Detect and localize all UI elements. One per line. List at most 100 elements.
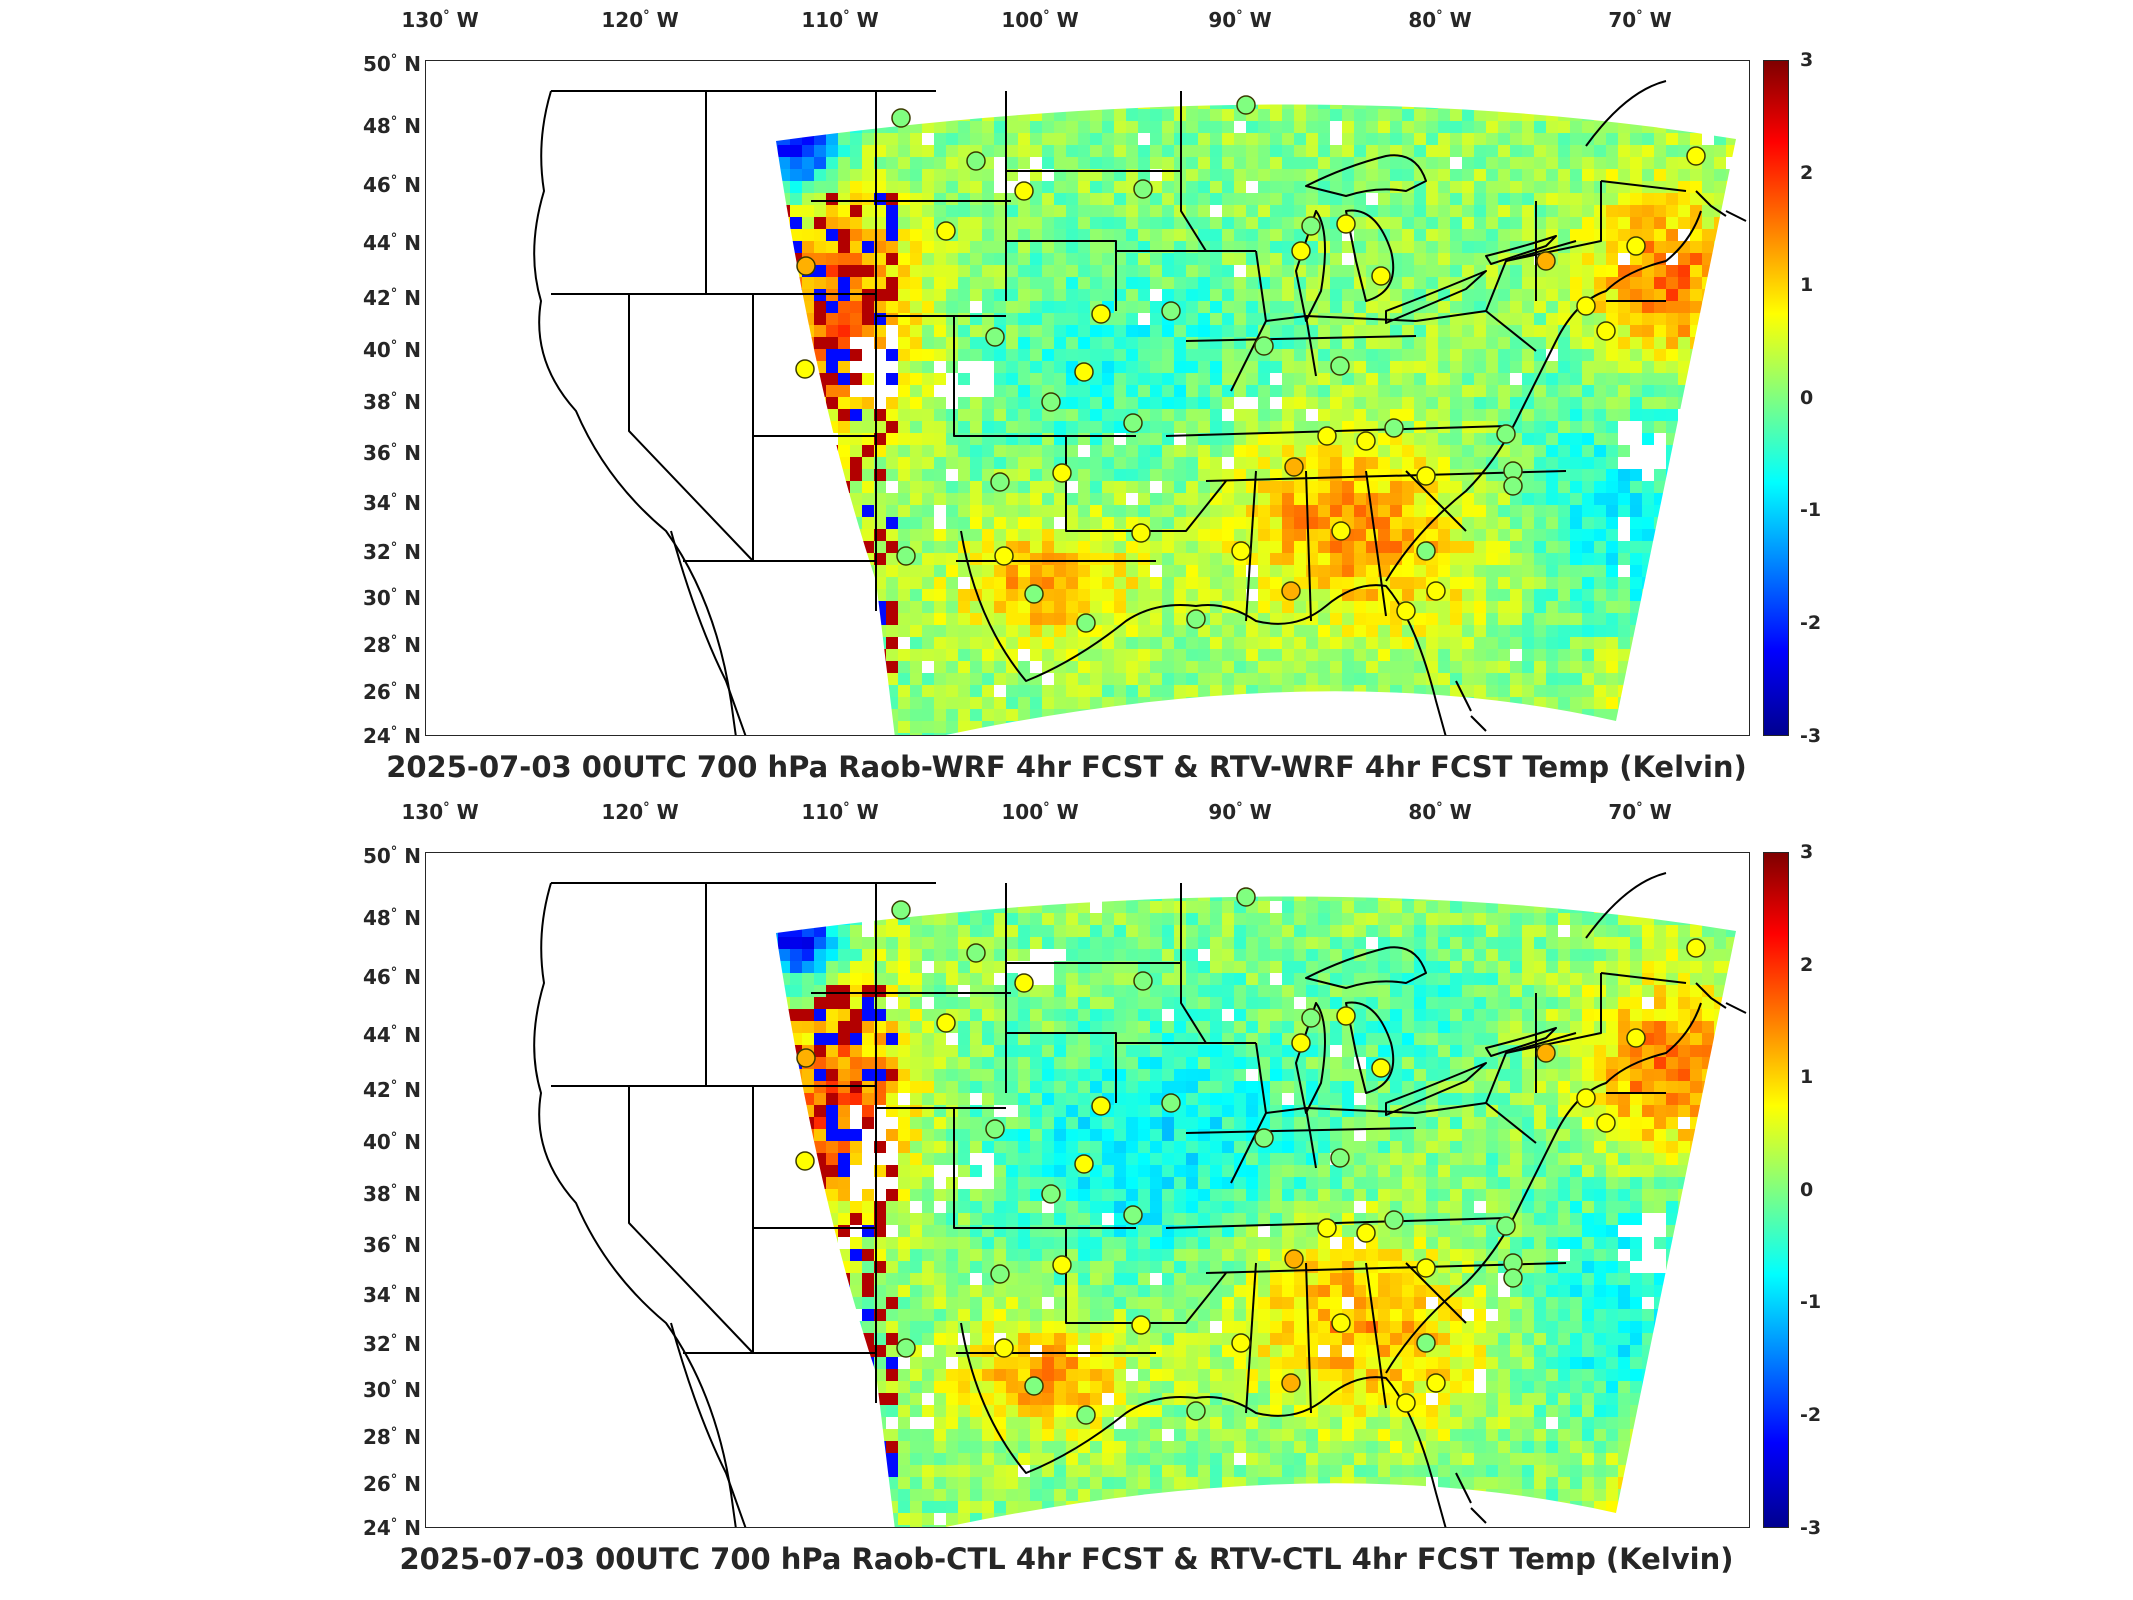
field-cell [1486, 433, 1498, 445]
field-cell [826, 565, 838, 577]
field-cell [1054, 337, 1066, 349]
field-cell [898, 493, 910, 505]
field-cell [970, 85, 982, 97]
field-cell [1510, 721, 1522, 733]
field-cell [1690, 181, 1702, 193]
field-cell [838, 613, 850, 625]
field-cell [1174, 325, 1186, 337]
field-cell [1138, 385, 1150, 397]
field-cell [1210, 505, 1222, 517]
field-cell [898, 265, 910, 277]
field-cell [778, 241, 790, 253]
field-cell [1138, 301, 1150, 313]
field-cell [1654, 589, 1666, 601]
field-cell [1402, 493, 1414, 505]
field-cell [934, 493, 946, 505]
field-cell [802, 601, 814, 613]
raob-station-marker [1626, 236, 1646, 256]
field-cell [1078, 469, 1090, 481]
field-cell [1102, 493, 1114, 505]
field-cell [958, 733, 970, 735]
field-cell [1474, 673, 1486, 685]
field-cell [1414, 565, 1426, 577]
field-cell [1030, 277, 1042, 289]
field-cell [850, 385, 862, 397]
field-cell [1126, 469, 1138, 481]
field-cell [776, 229, 778, 241]
field-cell [886, 104, 898, 109]
field-cell [1282, 505, 1294, 517]
field-cell [1006, 109, 1018, 121]
field-cell [1234, 505, 1246, 517]
field-cell [1594, 685, 1606, 697]
field-cell [1474, 241, 1486, 253]
field-cell [1210, 385, 1222, 397]
field-cell [1462, 241, 1474, 253]
field-cell [1162, 373, 1174, 385]
field-cell [1066, 73, 1078, 85]
field-cell [994, 265, 1006, 277]
field-cell [1414, 505, 1426, 517]
field-cell [1546, 121, 1558, 133]
field-cell [1474, 661, 1486, 673]
field-cell [1438, 553, 1450, 565]
state-boundary [1185, 335, 1417, 342]
field-cell [958, 217, 970, 229]
field-cell [1006, 61, 1018, 73]
field-cell [922, 553, 934, 565]
field-cell [814, 457, 826, 469]
field-cell [1222, 397, 1234, 409]
field-cell [1714, 349, 1726, 361]
field-cell [1558, 613, 1570, 625]
field-cell [1546, 397, 1558, 409]
field-cell [1018, 104, 1030, 109]
raob-station-marker [1161, 301, 1181, 321]
great-lake-outline [1485, 235, 1557, 265]
field-cell [1114, 85, 1126, 97]
field-cell [1306, 421, 1318, 433]
field-cell [1306, 481, 1318, 493]
field-cell [1258, 493, 1270, 505]
field-cell [1486, 313, 1498, 325]
field-cell [1078, 553, 1090, 565]
field-cell [1474, 733, 1486, 735]
field-cell [850, 457, 862, 469]
field-cell [1366, 541, 1378, 553]
field-cell [850, 661, 862, 673]
field-cell [1234, 685, 1246, 697]
field-cell [1570, 253, 1582, 265]
field-cell [1270, 361, 1282, 373]
field-cell [1510, 277, 1522, 289]
field-cell [1618, 313, 1630, 325]
field-cell [1666, 517, 1678, 529]
field-cell [1462, 104, 1474, 109]
field-cell [898, 409, 910, 421]
field-cell [1702, 421, 1714, 433]
field-cell [1090, 289, 1102, 301]
field-cell [1102, 505, 1114, 517]
field-cell [1258, 121, 1270, 133]
field-cell [778, 361, 790, 373]
field-cell [1438, 157, 1450, 169]
field-cell [1006, 709, 1018, 721]
field-cell [946, 121, 958, 133]
field-cell [1426, 241, 1438, 253]
field-cell [1654, 601, 1666, 613]
field-cell [1630, 433, 1642, 445]
field-cell [778, 313, 790, 325]
field-cell [1450, 145, 1462, 157]
field-cell [1366, 517, 1378, 529]
field-cell [838, 73, 850, 85]
field-cell [1630, 133, 1642, 145]
field-cell [1738, 301, 1750, 313]
field-cell [1462, 169, 1474, 181]
longitude-label: 80° W [1408, 800, 1472, 824]
field-cell [1378, 349, 1390, 361]
field-cell [1414, 277, 1426, 289]
field-cell [1594, 589, 1606, 601]
field-cell [1342, 505, 1354, 517]
field-cell [1630, 277, 1642, 289]
field-cell [934, 649, 946, 661]
field-cell [1066, 553, 1078, 565]
field-cell [1702, 313, 1714, 325]
